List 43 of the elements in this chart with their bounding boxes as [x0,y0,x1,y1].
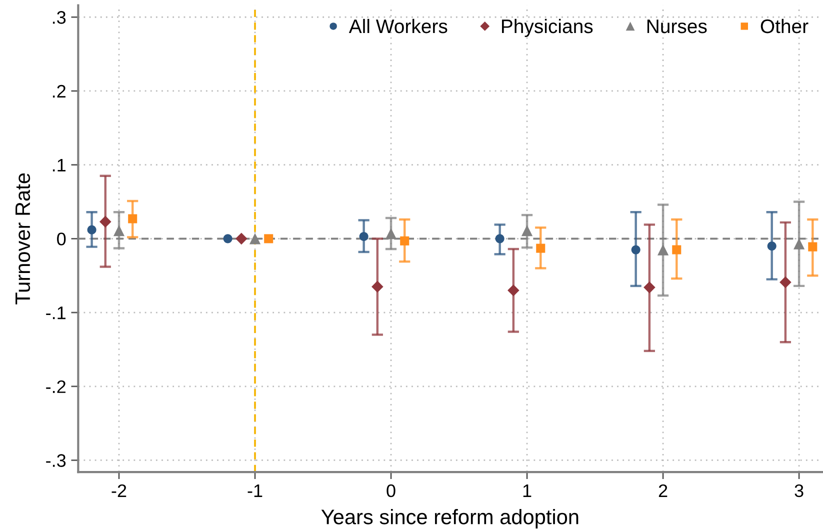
point [264,234,274,244]
y-tick-label: -.1 [46,306,66,320]
point [508,284,520,296]
x-tick-label: -2 [112,484,126,497]
point [249,233,261,244]
point [128,214,138,224]
point [372,280,384,293]
legend-label: Physicians [502,18,593,38]
x-tick-label: 1 [523,484,532,497]
point [223,234,232,244]
x-tick-label: 2 [658,484,668,497]
point [780,276,792,288]
point [808,242,818,252]
point [400,236,410,246]
point [672,245,682,254]
y-tick-label: .3 [52,11,66,24]
legend-label: Other [760,18,808,34]
point [385,228,397,240]
y-tick-label: 0 [57,232,66,246]
point [495,234,504,244]
point [644,282,656,294]
x-tick-label: 3 [794,484,804,498]
point [87,225,96,234]
x-tick-label: 0 [386,484,396,498]
point [113,225,125,236]
y-axis-title: Turnover Rate [16,173,30,304]
point [631,245,640,254]
legend-label: All Workers [348,18,448,34]
point [521,225,533,236]
point [359,232,368,241]
legend-label: Nurses [647,20,707,34]
point [794,238,805,250]
point [536,244,546,253]
x-tick-label: -1 [248,484,262,497]
y-tick-label: -.3 [46,454,66,467]
y-tick-label: .2 [52,84,66,98]
point [236,232,248,245]
y-tick-label: .1 [52,158,66,172]
point [657,244,669,256]
point [99,216,112,228]
y-tick-label: -.2 [46,380,66,393]
point [767,242,776,251]
x-axis-title: Years since reform adoption [321,509,578,528]
